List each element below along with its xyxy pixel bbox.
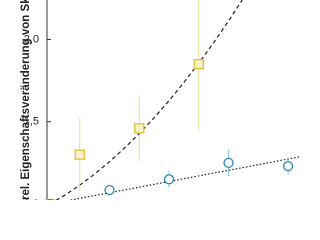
marker: [134, 123, 145, 134]
marker: [193, 59, 204, 70]
marker: [74, 149, 85, 160]
trend-line: [67, 156, 300, 200]
marker: [282, 161, 294, 172]
marker: [104, 184, 115, 196]
marker: [223, 157, 234, 169]
y-tick-label: 1,0: [24, 198, 39, 200]
marker: [163, 174, 175, 185]
y-tick-label: 2,0: [24, 33, 39, 45]
marker: [46, 198, 54, 200]
trend-line: [55, 0, 243, 200]
y-tick-label: 1,5: [24, 116, 39, 128]
y-axis-label: rel. Eigenschaftsveränderung von Sku u: [20, 0, 32, 200]
chart: rel. Eigenschaftsveränderung von Sku u 1…: [20, 0, 300, 200]
